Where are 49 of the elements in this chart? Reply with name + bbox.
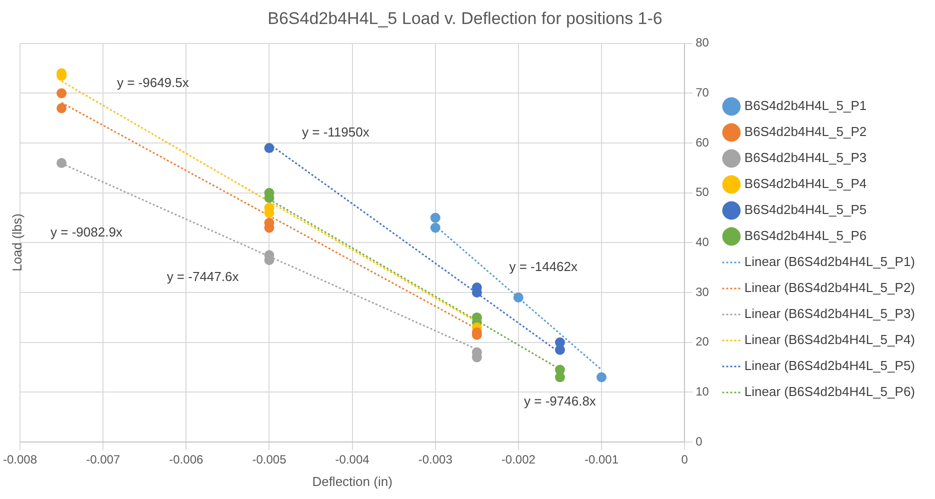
annotation: y = -11950x: [302, 124, 370, 140]
legend-label: B6S4d2b4H4L_5_P4: [744, 176, 867, 192]
y-tick-label: 30: [696, 284, 710, 299]
legend-label: B6S4d2b4H4L_5_P5: [744, 202, 867, 218]
y-tick-label: 50: [696, 185, 710, 200]
annotation: y = -9746.8x: [524, 394, 596, 409]
legend-label: Linear (B6S4d2b4H4L_5_P6): [744, 384, 916, 400]
legend-label: B6S4d2b4H4L_5_P1: [744, 98, 867, 114]
y-tick-label: 0: [696, 434, 703, 448]
x-tick-label: -0.003: [418, 452, 453, 467]
legend-label: Linear (B6S4d2b4H4L_5_P4): [744, 332, 916, 348]
point: [554, 372, 565, 382]
chart-title: B6S4d2b4H4L_5 Load v. Deflection for positions 1-6: [268, 8, 662, 28]
x-tick-label: -0.008: [2, 452, 38, 467]
point: [430, 212, 440, 223]
x-tick-label: -0.005: [252, 452, 287, 467]
annotation: y = -9649.5x: [116, 74, 190, 90]
legend-label: B6S4d2b4H4L_5_P6: [744, 228, 867, 244]
point: [56, 88, 67, 98]
annotation: y = -14462x: [509, 259, 578, 274]
y-tick-label: 80: [696, 36, 710, 50]
point: [596, 372, 607, 382]
x-tick-label: -0.004: [335, 452, 370, 467]
y-axis-title: Load (lbs): [9, 214, 24, 272]
point: [430, 222, 440, 233]
y-tick-label: 60: [696, 135, 710, 150]
legend-label: B6S4d2b4H4L_5_P2: [744, 124, 867, 140]
legend-label: B6S4d2b4H4L_5_P3: [744, 150, 867, 166]
y-tick-label: 20: [696, 334, 710, 349]
point: [56, 158, 67, 168]
legend-label: Linear (B6S4d2b4H4L_5_P2): [744, 280, 916, 296]
x-axis-title: Deflection (in): [312, 474, 392, 489]
legend-label: Linear (B6S4d2b4H4L_5_P3): [744, 306, 916, 322]
x-tick-label: -0.006: [169, 452, 204, 467]
point: [264, 143, 274, 154]
x-tick-label: 0: [681, 452, 688, 467]
legend-label: Linear (B6S4d2b4H4L_5_P5): [744, 358, 916, 374]
y-tick-label: 40: [696, 235, 710, 250]
annotation: y = -7447.6x: [166, 269, 240, 284]
x-tick-label: -0.007: [86, 452, 120, 467]
x-tick-label: -0.001: [584, 452, 619, 467]
point: [513, 292, 524, 303]
point: [554, 344, 565, 355]
x-tick-label: -0.002: [501, 452, 536, 467]
legend-label: Linear (B6S4d2b4H4L_5_P1): [744, 254, 916, 270]
annotation: y = -9082.9x: [50, 224, 123, 240]
y-tick-label: 10: [696, 384, 710, 398]
point: [56, 103, 67, 114]
y-tick-label: 70: [696, 86, 710, 100]
